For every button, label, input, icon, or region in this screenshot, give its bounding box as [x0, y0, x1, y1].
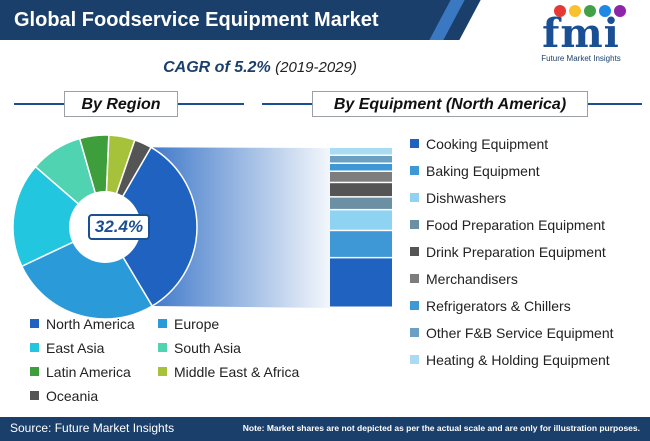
- legend-label: Dishwashers: [426, 190, 507, 206]
- legend-swatch: [410, 220, 419, 229]
- logo-dot-5: [614, 5, 626, 17]
- legend-label: Europe: [174, 316, 220, 332]
- logo-subtitle: Future Market Insights: [541, 54, 621, 63]
- equipment-stacked-bar: [330, 148, 392, 307]
- legend-label: Food Preparation Equipment: [426, 217, 605, 233]
- legend-swatch: [158, 367, 167, 376]
- legend-label: Merchandisers: [426, 271, 518, 287]
- legend-swatch: [158, 319, 167, 328]
- equipment-legend-baking-equipment: Baking Equipment: [410, 163, 540, 179]
- page-title: Global Foodservice Equipment Market: [0, 0, 428, 40]
- equipment-legend-drink-preparation-equipment: Drink Preparation Equipment: [410, 244, 606, 260]
- bar-segment-merchandisers: [330, 172, 392, 182]
- legend-label: Cooking Equipment: [426, 136, 549, 152]
- zoom-connector: [151, 147, 330, 308]
- logo-dot-1: [554, 5, 566, 17]
- legend-swatch: [410, 247, 419, 256]
- pie-slice-north-america: [104, 146, 198, 308]
- north-america-share-label: 32.4%: [88, 214, 150, 240]
- legend-swatch: [410, 193, 419, 202]
- legend-label: Other F&B Service Equipment: [426, 325, 614, 341]
- equipment-chart-title: By Equipment (North America): [312, 91, 588, 117]
- bar-segment-drink-preparation-equipment: [330, 183, 392, 197]
- legend-swatch: [158, 343, 167, 352]
- legend-label: Latin America: [46, 364, 131, 380]
- bar-segment-baking-equipment: [330, 231, 392, 257]
- legend-swatch: [30, 319, 39, 328]
- legend-label: Middle East & Africa: [174, 364, 300, 380]
- legend-swatch: [410, 328, 419, 337]
- region-legend-latin-america: Latin America: [30, 364, 131, 380]
- region-legend-east-asia: East Asia: [30, 340, 104, 356]
- equipment-legend-dishwashers: Dishwashers: [410, 190, 506, 206]
- region-legend-north-america: North America: [30, 316, 135, 332]
- disclaimer-note: Note: Market shares are not depicted as …: [242, 423, 640, 433]
- logo-dot-2: [569, 5, 581, 17]
- legend-label: Refrigerators & Chillers: [426, 298, 571, 314]
- pie-slice-east-asia: [12, 165, 107, 268]
- equipment-legend-other-f-b-service-equipment: Other F&B Service Equipment: [410, 325, 614, 341]
- equipment-legend-refrigerators-chillers: Refrigerators & Chillers: [410, 298, 571, 314]
- legend-swatch: [410, 301, 419, 310]
- bar-segment-dishwashers: [330, 210, 392, 230]
- bar-segment-food-preparation-equipment: [330, 197, 392, 209]
- legend-swatch: [410, 274, 419, 283]
- legend-label: Drink Preparation Equipment: [426, 244, 606, 260]
- logo-dot-4: [599, 5, 611, 17]
- legend-label: North America: [46, 316, 135, 332]
- cagr-line: CAGR of 5.2% (2019-2029): [0, 59, 520, 77]
- region-legend-south-asia: South Asia: [158, 340, 241, 356]
- fmi-logo: fmi Future Market Insights: [520, 4, 642, 64]
- equipment-legend-merchandisers: Merchandisers: [410, 271, 518, 287]
- legend-label: South Asia: [174, 340, 241, 356]
- source-text: Source: Future Market Insights: [10, 421, 175, 435]
- legend-label: Heating & Holding Equipment: [426, 352, 610, 368]
- logo-wordmark: fmi: [542, 10, 620, 57]
- legend-swatch: [410, 355, 419, 364]
- legend-label: Baking Equipment: [426, 163, 540, 179]
- equipment-legend-cooking-equipment: Cooking Equipment: [410, 136, 548, 152]
- legend-swatch: [30, 391, 39, 400]
- cagr-years: (2019-2029): [275, 59, 357, 76]
- equipment-legend-heating-holding-equipment: Heating & Holding Equipment: [410, 352, 610, 368]
- region-legend-middle-east-africa: Middle East & Africa: [158, 364, 299, 380]
- cagr-value: CAGR of 5.2%: [163, 59, 271, 76]
- bar-segment-refrigerators-chillers: [330, 164, 392, 171]
- logo-dot-3: [584, 5, 596, 17]
- region-chart-title: By Region: [64, 91, 178, 117]
- legend-swatch: [410, 139, 419, 148]
- legend-label: East Asia: [46, 340, 105, 356]
- bar-segment-heating-holding-equipment: [330, 148, 392, 155]
- legend-label: Oceania: [46, 388, 99, 404]
- legend-swatch: [410, 166, 419, 175]
- region-legend-oceania: Oceania: [30, 388, 98, 404]
- legend-swatch: [30, 367, 39, 376]
- footer-bar: Source: Future Market Insights Note: Mar…: [0, 417, 650, 441]
- logo-dots: [554, 4, 634, 18]
- bar-segment-cooking-equipment: [330, 258, 392, 307]
- legend-swatch: [30, 343, 39, 352]
- region-legend-europe: Europe: [158, 316, 219, 332]
- region-donut: [12, 134, 198, 320]
- equipment-legend-food-preparation-equipment: Food Preparation Equipment: [410, 217, 605, 233]
- bar-segment-other-f-b-service-equipment: [330, 156, 392, 163]
- pie-slice-europe: [20, 226, 154, 320]
